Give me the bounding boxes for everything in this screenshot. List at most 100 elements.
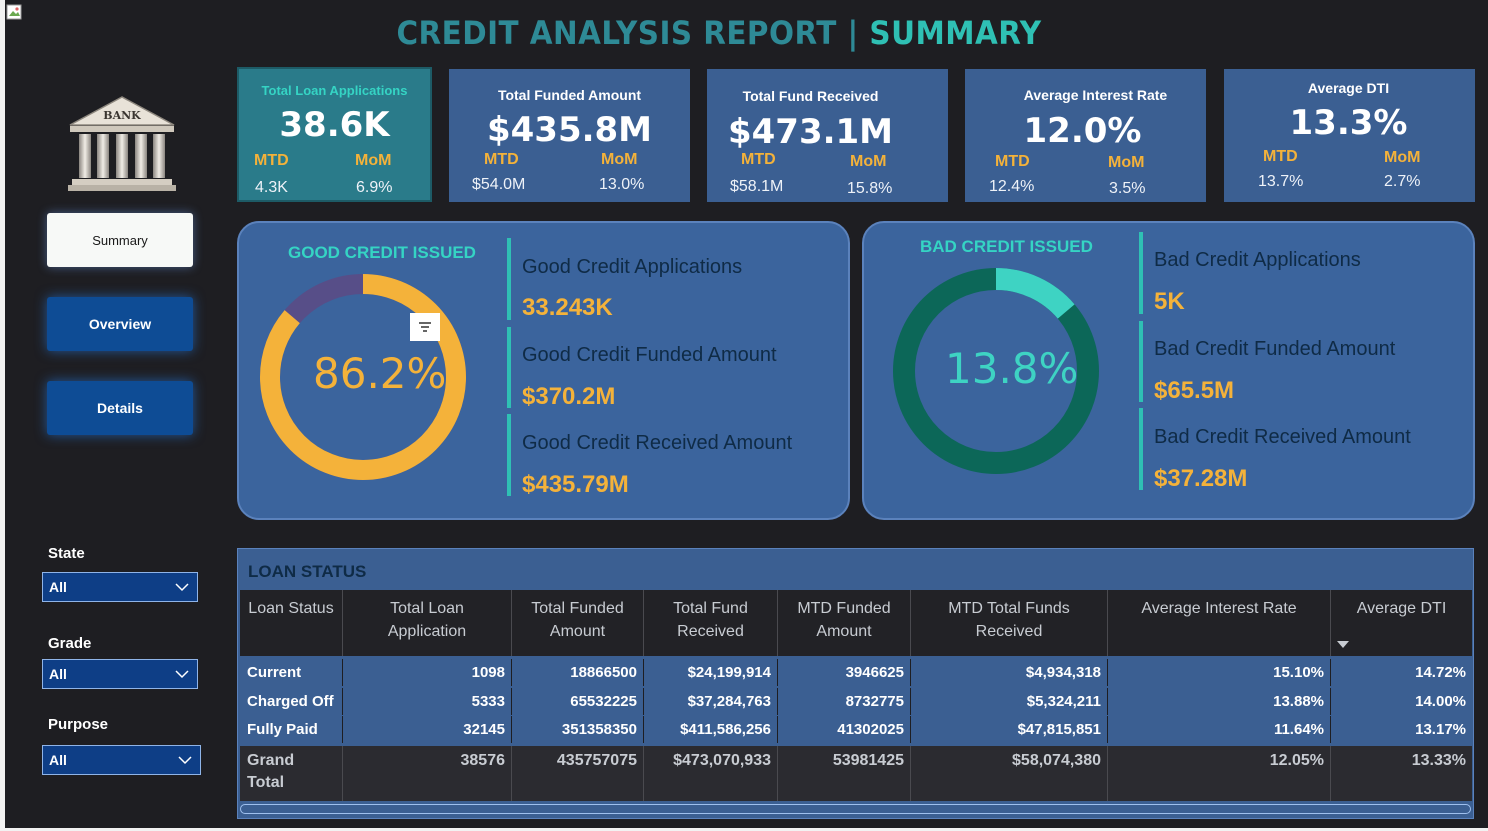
good-metric-label: Good Credit Funded Amount bbox=[522, 344, 777, 366]
kpi-total-loan-applications: Total Loan Applications 38.6K MTD MoM 4.… bbox=[237, 67, 432, 202]
table-row[interactable]: Current 1098 18866500 $24,199,914 394662… bbox=[240, 659, 1472, 686]
state-dropdown[interactable]: All bbox=[42, 572, 198, 602]
kpi-title: Total Loan Applications bbox=[261, 83, 408, 98]
cell-average-interest-rate: 12.05% bbox=[1108, 746, 1331, 801]
bad-metric-label: Bad Credit Received Amount bbox=[1154, 426, 1411, 448]
header-average-dti[interactable]: Average DTI bbox=[1331, 590, 1472, 656]
filter-lines-icon bbox=[419, 322, 431, 332]
good-metric-label: Good Credit Applications bbox=[522, 256, 743, 278]
kpi-title: Total Funded Amount bbox=[497, 87, 642, 103]
good-metric-label: Good Credit Received Amount bbox=[522, 432, 793, 454]
bank-logo-icon: BANK bbox=[68, 96, 176, 191]
good-credit-percent: 86.2% bbox=[313, 349, 447, 398]
cell-average-dti: 14.72% bbox=[1415, 664, 1466, 681]
table-title: LOAN STATUS bbox=[248, 562, 367, 581]
kpi-mom-label: MoM bbox=[1108, 154, 1145, 171]
bad-metric-value: 5K bbox=[1154, 288, 1185, 315]
bad-metric-value: $37.28M bbox=[1154, 465, 1248, 492]
kpi-total-fund-received: Total Fund Received $473.1M MTD MoM $58.… bbox=[707, 69, 948, 202]
cell-loan-status: Fully Paid bbox=[240, 716, 343, 743]
bad-metric-separator bbox=[1139, 321, 1143, 402]
grade-dropdown-value: All bbox=[49, 666, 67, 682]
sort-descending-icon[interactable] bbox=[1337, 641, 1349, 648]
loan-status-table: LOAN STATUS Loan Status Total Loan Appli… bbox=[237, 548, 1474, 819]
kpi-total-funded-amount: Total Funded Amount $435.8M MTD MoM $54.… bbox=[449, 69, 690, 202]
header-total-fund-received[interactable]: Total Fund Received bbox=[644, 590, 778, 656]
kpi-mtd-value: $58.1M bbox=[730, 178, 784, 195]
kpi-value: 13.3% bbox=[1289, 103, 1408, 143]
horizontal-scrollbar[interactable] bbox=[240, 804, 1471, 814]
bad-metric-label: Bad Credit Applications bbox=[1154, 249, 1361, 271]
kpi-title: Average DTI bbox=[1307, 80, 1390, 96]
kpi-title: Total Fund Received bbox=[742, 88, 879, 104]
header-mtd-total-funds-received[interactable]: MTD Total Funds Received bbox=[911, 590, 1108, 656]
header-mtd-funded-amount[interactable]: MTD Funded Amount bbox=[778, 590, 911, 656]
kpi-value: 38.6K bbox=[279, 105, 390, 145]
cell-average-interest-rate: 13.88% bbox=[1108, 688, 1331, 715]
kpi-mtd-label: MTD bbox=[741, 151, 776, 168]
good-metric-separator bbox=[507, 238, 511, 320]
left-edge bbox=[0, 0, 5, 831]
cell-loan-status: Charged Off bbox=[240, 688, 343, 715]
kpi-mom-value: 2.7% bbox=[1384, 173, 1421, 190]
header-loan-status[interactable]: Loan Status bbox=[240, 590, 343, 656]
kpi-mom-label: MoM bbox=[601, 151, 638, 168]
bad-metric-label: Bad Credit Funded Amount bbox=[1154, 338, 1396, 360]
cell-total-funded-amount: 435757075 bbox=[512, 746, 644, 801]
purpose-dropdown[interactable]: All bbox=[42, 745, 201, 775]
kpi-mtd-value: $54.0M bbox=[472, 176, 526, 193]
cell-average-interest-rate: 11.64% bbox=[1108, 716, 1331, 743]
kpi-title: Average Interest Rate bbox=[1023, 87, 1168, 103]
good-metric-value: 33.243K bbox=[522, 294, 613, 321]
kpi-mtd-label: MTD bbox=[995, 153, 1030, 170]
state-dropdown-value: All bbox=[49, 579, 67, 595]
cell-average-dti: 13.17% bbox=[1415, 721, 1466, 738]
grand-total-row: Grand Total 38576 435757075 $473,070,933… bbox=[240, 746, 1472, 801]
nav-overview-button[interactable]: Overview bbox=[47, 297, 193, 351]
grade-dropdown[interactable]: All bbox=[42, 659, 198, 689]
kpi-mtd-value: 4.3K bbox=[255, 179, 288, 196]
nav-details-button[interactable]: Details bbox=[47, 381, 193, 435]
table-row[interactable]: Fully Paid 32145 351358350 $411,586,256 … bbox=[240, 716, 1472, 743]
kpi-average-dti: Average DTI 13.3% MTD MoM 13.7% 2.7% bbox=[1224, 69, 1475, 202]
bad-metric-separator bbox=[1139, 408, 1143, 490]
state-filter-label: State bbox=[48, 545, 85, 562]
cell-total-fund-received: $411,586,256 bbox=[644, 716, 778, 743]
grade-filter-label: Grade bbox=[48, 635, 92, 652]
kpi-average-interest-rate: Average Interest Rate 12.0% MTD MoM 12.4… bbox=[965, 69, 1206, 202]
good-credit-donut bbox=[260, 274, 466, 480]
bad-metric-separator bbox=[1139, 232, 1143, 314]
page-title: CREDIT ANALYSIS REPORT | SUMMARY bbox=[396, 14, 1042, 52]
cell-total-fund-received: $473,070,933 bbox=[644, 746, 778, 801]
cell-mtd-total-funds-received: $58,074,380 bbox=[911, 746, 1108, 801]
cell-total-loan-application: 1098 bbox=[343, 659, 512, 686]
logo-text: BANK bbox=[103, 109, 141, 122]
nav-summary-button[interactable]: Summary bbox=[47, 213, 193, 267]
cell-loan-status: Current bbox=[240, 659, 343, 686]
cell-mtd-funded-amount: 3946625 bbox=[778, 659, 911, 686]
purpose-filter-label: Purpose bbox=[48, 716, 109, 733]
bad-credit-donut bbox=[893, 268, 1099, 474]
visual-filter-icon[interactable] bbox=[410, 313, 440, 341]
cell-average-dti: 13.33% bbox=[1411, 752, 1466, 769]
header-total-loan-application[interactable]: Total Loan Application bbox=[343, 590, 512, 656]
cell-total-funded-amount: 65532225 bbox=[512, 688, 644, 715]
cell-total-loan-application: 5333 bbox=[343, 688, 512, 715]
cell-grand-total-label: Grand Total bbox=[240, 746, 343, 801]
cell-total-funded-amount: 18866500 bbox=[512, 659, 644, 686]
bad-credit-percent: 13.8% bbox=[945, 344, 1079, 393]
kpi-mom-label: MoM bbox=[850, 153, 887, 170]
cell-total-fund-received: $37,284,763 bbox=[644, 688, 778, 715]
chevron-down-icon bbox=[175, 669, 189, 678]
kpi-mtd-label: MTD bbox=[254, 152, 289, 169]
cell-mtd-total-funds-received: $47,815,851 bbox=[911, 716, 1108, 743]
good-metric-value: $435.79M bbox=[522, 471, 629, 498]
kpi-mom-value: 6.9% bbox=[356, 179, 393, 196]
kpi-mtd-value: 13.7% bbox=[1258, 173, 1304, 190]
good-metric-value: $370.2M bbox=[522, 383, 616, 410]
table-row[interactable]: Charged Off 5333 65532225 $37,284,763 87… bbox=[240, 688, 1472, 715]
kpi-value: $435.8M bbox=[486, 110, 653, 150]
header-average-interest-rate[interactable]: Average Interest Rate bbox=[1108, 590, 1331, 656]
cell-total-loan-application: 38576 bbox=[343, 746, 512, 801]
header-total-funded-amount[interactable]: Total Funded Amount bbox=[512, 590, 644, 656]
